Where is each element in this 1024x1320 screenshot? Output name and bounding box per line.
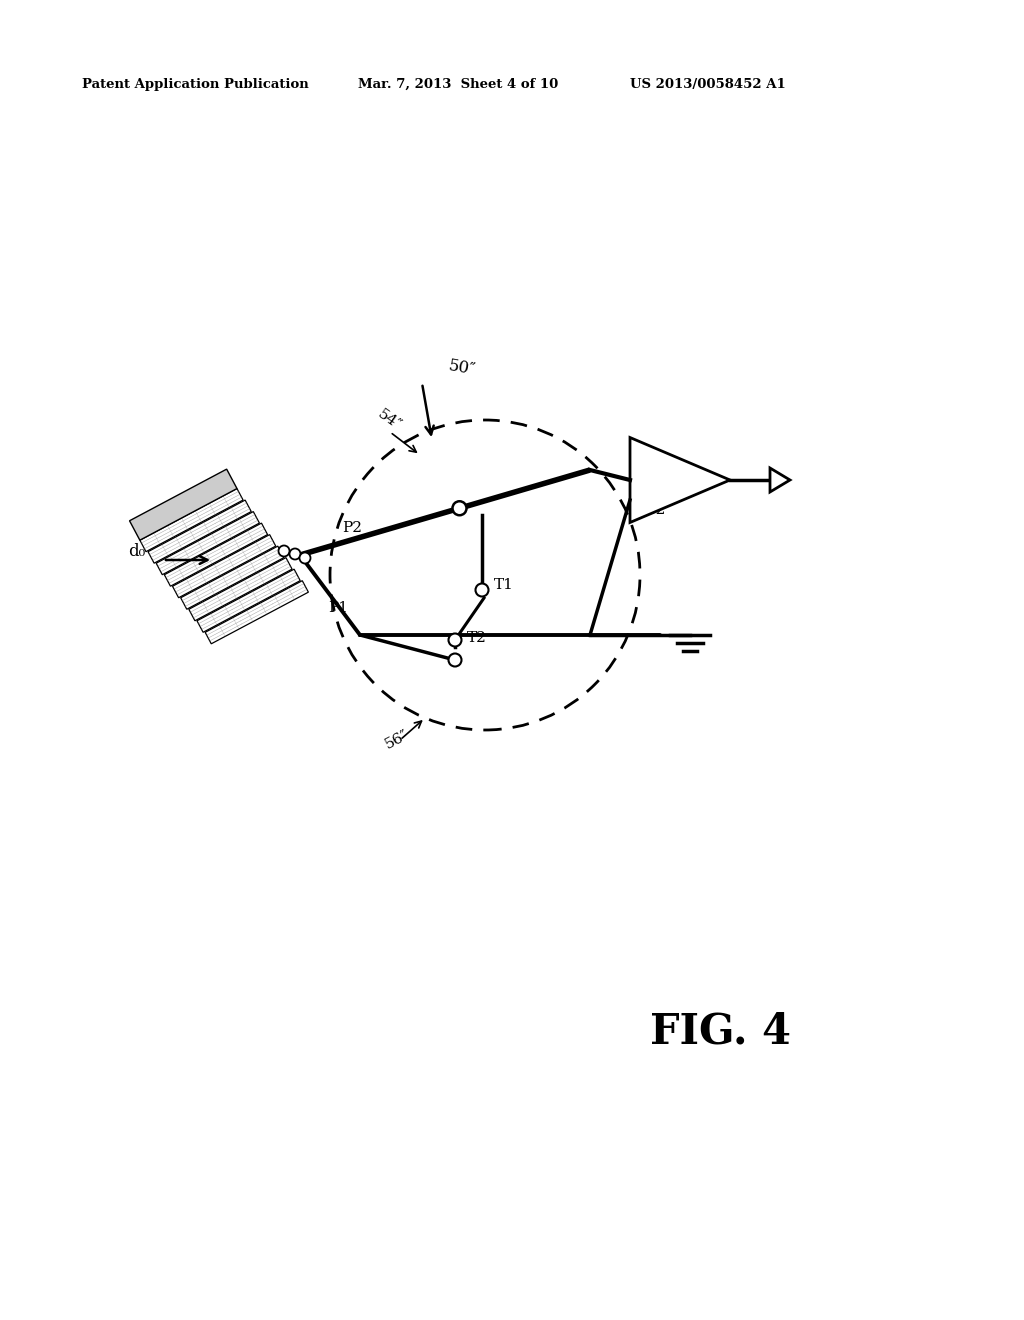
Polygon shape bbox=[157, 512, 259, 574]
Circle shape bbox=[453, 502, 467, 515]
Text: d₀: d₀ bbox=[128, 544, 145, 561]
Text: 50″: 50″ bbox=[447, 358, 477, 379]
Circle shape bbox=[449, 634, 462, 647]
Text: 52: 52 bbox=[647, 503, 667, 517]
Text: 54″: 54″ bbox=[375, 407, 403, 433]
Text: FIG. 4: FIG. 4 bbox=[650, 1010, 791, 1052]
Polygon shape bbox=[172, 535, 275, 598]
Circle shape bbox=[279, 545, 290, 557]
Text: P1: P1 bbox=[328, 601, 348, 615]
Circle shape bbox=[449, 653, 462, 667]
Polygon shape bbox=[148, 500, 251, 564]
Circle shape bbox=[299, 553, 310, 564]
Text: P2: P2 bbox=[342, 521, 362, 535]
Text: T1: T1 bbox=[494, 578, 514, 591]
Polygon shape bbox=[180, 546, 284, 610]
Polygon shape bbox=[140, 488, 243, 552]
Polygon shape bbox=[188, 557, 292, 620]
Text: Patent Application Publication: Patent Application Publication bbox=[82, 78, 309, 91]
Text: US 2013/0058452 A1: US 2013/0058452 A1 bbox=[630, 78, 785, 91]
Circle shape bbox=[290, 549, 300, 560]
Polygon shape bbox=[770, 469, 790, 492]
Text: Mar. 7, 2013  Sheet 4 of 10: Mar. 7, 2013 Sheet 4 of 10 bbox=[358, 78, 558, 91]
Polygon shape bbox=[164, 523, 267, 586]
Text: T2: T2 bbox=[467, 631, 486, 645]
Polygon shape bbox=[205, 581, 308, 644]
Circle shape bbox=[475, 583, 488, 597]
Polygon shape bbox=[630, 437, 730, 523]
Polygon shape bbox=[129, 469, 237, 540]
Text: 56″: 56″ bbox=[383, 727, 412, 752]
Polygon shape bbox=[197, 569, 300, 632]
